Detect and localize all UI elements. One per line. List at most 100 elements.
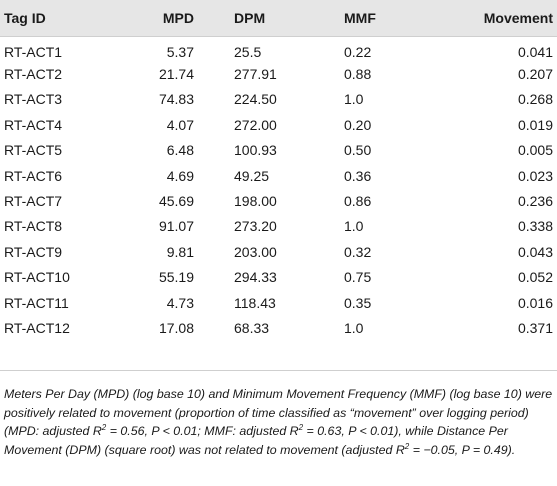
cell-mmf: 0.88 (344, 66, 372, 83)
cell-movement: 0.236 (517, 193, 553, 210)
footnote-text-3: = 0.63, P < 0.01), while Distance Per Mo… (4, 424, 508, 457)
table-row: RT-ACT11 4.73 118.43 0.35 0.016 (0, 290, 557, 315)
cell-dpm: 203.00 (234, 243, 277, 260)
cell-mmf: 1.0 (344, 218, 364, 235)
cell-movement: 0.371 (517, 319, 553, 336)
cell-mmf: 0.50 (344, 142, 372, 159)
cell-movement: 0.052 (517, 269, 553, 286)
cell-spacer (194, 315, 234, 340)
cell-mmf: 0.22 (344, 43, 372, 60)
cell-mmf: 0.35 (344, 294, 372, 311)
cell-spacer (194, 265, 234, 290)
cell-movement: 0.016 (517, 294, 553, 311)
table-divider (0, 370, 557, 371)
table-footnote: Meters Per Day (MPD) (log base 10) and M… (4, 385, 554, 459)
cell-mmf: 0.86 (344, 193, 372, 210)
cell-spacer (194, 290, 234, 315)
cell-tag-id: RT-ACT6 (4, 167, 63, 184)
table-row: RT-ACT2 21.74 277.91 0.88 0.207 (0, 61, 557, 86)
table-body: RT-ACT1 5.37 25.5 0.22 0.041 RT-ACT2 21.74 277.… (0, 36, 557, 341)
data-table: Tag ID MPD DPM MMF Movement RT-ACT1 5.37 2… (0, 0, 557, 341)
cell-tag-id: RT-ACT4 (4, 116, 63, 133)
table-row: RT-ACT12 17.08 68.33 1.0 0.371 (0, 315, 557, 340)
header-mpd: MPD (132, 0, 194, 37)
cell-mpd: 45.69 (158, 193, 194, 210)
table-row: RT-ACT8 91.07 273.20 1.0 0.338 (0, 214, 557, 239)
cell-mmf: 0.75 (344, 269, 372, 286)
cell-tag-id: RT-ACT5 (4, 142, 63, 159)
cell-spacer (194, 112, 234, 137)
cell-mpd: 6.48 (166, 142, 194, 159)
cell-mmf: 0.36 (344, 167, 372, 184)
table-header: Tag ID MPD DPM MMF Movement (0, 0, 557, 37)
cell-mpd: 4.73 (166, 294, 194, 311)
cell-movement: 0.338 (517, 218, 553, 235)
header-tag-id: Tag ID (0, 0, 132, 37)
cell-mpd: 9.81 (166, 243, 194, 260)
cell-mpd: 17.08 (158, 319, 194, 336)
cell-spacer (194, 138, 234, 163)
cell-mmf: 0.32 (344, 243, 372, 260)
cell-tag-id: RT-ACT9 (4, 243, 63, 260)
cell-dpm: 272.00 (234, 116, 277, 133)
cell-movement: 0.207 (517, 66, 553, 83)
table-row: RT-ACT5 6.48 100.93 0.50 0.005 (0, 138, 557, 163)
cell-spacer (194, 163, 234, 188)
header-spacer (194, 0, 234, 37)
table-row: RT-ACT10 55.19 294.33 0.75 0.052 (0, 265, 557, 290)
footnote-text-2: = 0.56, P < 0.01; MMF: adjusted R (106, 424, 299, 439)
header-row: Tag ID MPD DPM MMF Movement (0, 0, 557, 37)
cell-movement: 0.019 (517, 116, 553, 133)
cell-dpm: 100.93 (234, 142, 277, 159)
cell-mmf: 0.20 (344, 116, 372, 133)
cell-mpd: 55.19 (158, 269, 194, 286)
cell-dpm: 224.50 (234, 91, 277, 108)
cell-mpd: 91.07 (158, 218, 194, 235)
table-row: RT-ACT7 45.69 198.00 0.86 0.236 (0, 188, 557, 213)
table-row: RT-ACT6 4.69 49.25 0.36 0.023 (0, 163, 557, 188)
cell-dpm: 294.33 (234, 269, 277, 286)
cell-mpd: 21.74 (158, 66, 194, 83)
cell-tag-id: RT-ACT3 (4, 91, 63, 108)
cell-dpm: 118.43 (234, 294, 276, 311)
cell-dpm: 273.20 (234, 218, 277, 235)
cell-tag-id: RT-ACT2 (4, 66, 63, 83)
cell-dpm: 49.25 (234, 167, 270, 184)
cell-mmf: 1.0 (344, 91, 364, 108)
cell-mpd: 5.37 (166, 43, 194, 60)
cell-spacer (194, 188, 234, 213)
cell-spacer (194, 61, 234, 86)
cell-mmf: 1.0 (344, 319, 364, 336)
cell-tag-id: RT-ACT7 (4, 193, 63, 210)
cell-dpm: 198.00 (234, 193, 277, 210)
table-row: RT-ACT9 9.81 203.00 0.32 0.043 (0, 239, 557, 264)
table-row: RT-ACT3 74.83 224.50 1.0 0.268 (0, 87, 557, 112)
cell-dpm: 68.33 (234, 319, 270, 336)
cell-movement: 0.268 (517, 91, 553, 108)
cell-tag-id: RT-ACT12 (4, 319, 70, 336)
cell-dpm: 277.91 (234, 66, 277, 83)
footnote-sup-3: 2 (404, 441, 410, 451)
footnote-sup-1: 2 (101, 423, 107, 433)
footnote-text-1: Meters Per Day (MPD) (log base 10) and M… (4, 387, 553, 439)
cell-movement: 0.005 (517, 142, 553, 159)
cell-movement: 0.043 (517, 243, 553, 260)
footnote-text-4: = −0.05, P = 0.49). (409, 442, 516, 457)
cell-spacer (194, 214, 234, 239)
cell-tag-id: RT-ACT1 (4, 43, 63, 60)
cell-spacer (194, 239, 234, 264)
cell-spacer (194, 87, 234, 112)
cell-tag-id: RT-ACT8 (4, 218, 63, 235)
cell-mpd: 4.69 (166, 167, 194, 184)
header-movement: Movement (454, 0, 557, 37)
cell-dpm: 25.5 (234, 43, 262, 60)
cell-spacer (194, 36, 234, 61)
cell-movement: 0.023 (517, 167, 553, 184)
table-row: RT-ACT1 5.37 25.5 0.22 0.041 (0, 36, 557, 61)
header-mmf: MMF (344, 0, 454, 37)
cell-mpd: 4.07 (166, 116, 194, 133)
header-dpm: DPM (234, 0, 344, 37)
table-row: RT-ACT4 4.07 272.00 0.20 0.019 (0, 112, 557, 137)
cell-mpd: 74.83 (158, 91, 194, 108)
